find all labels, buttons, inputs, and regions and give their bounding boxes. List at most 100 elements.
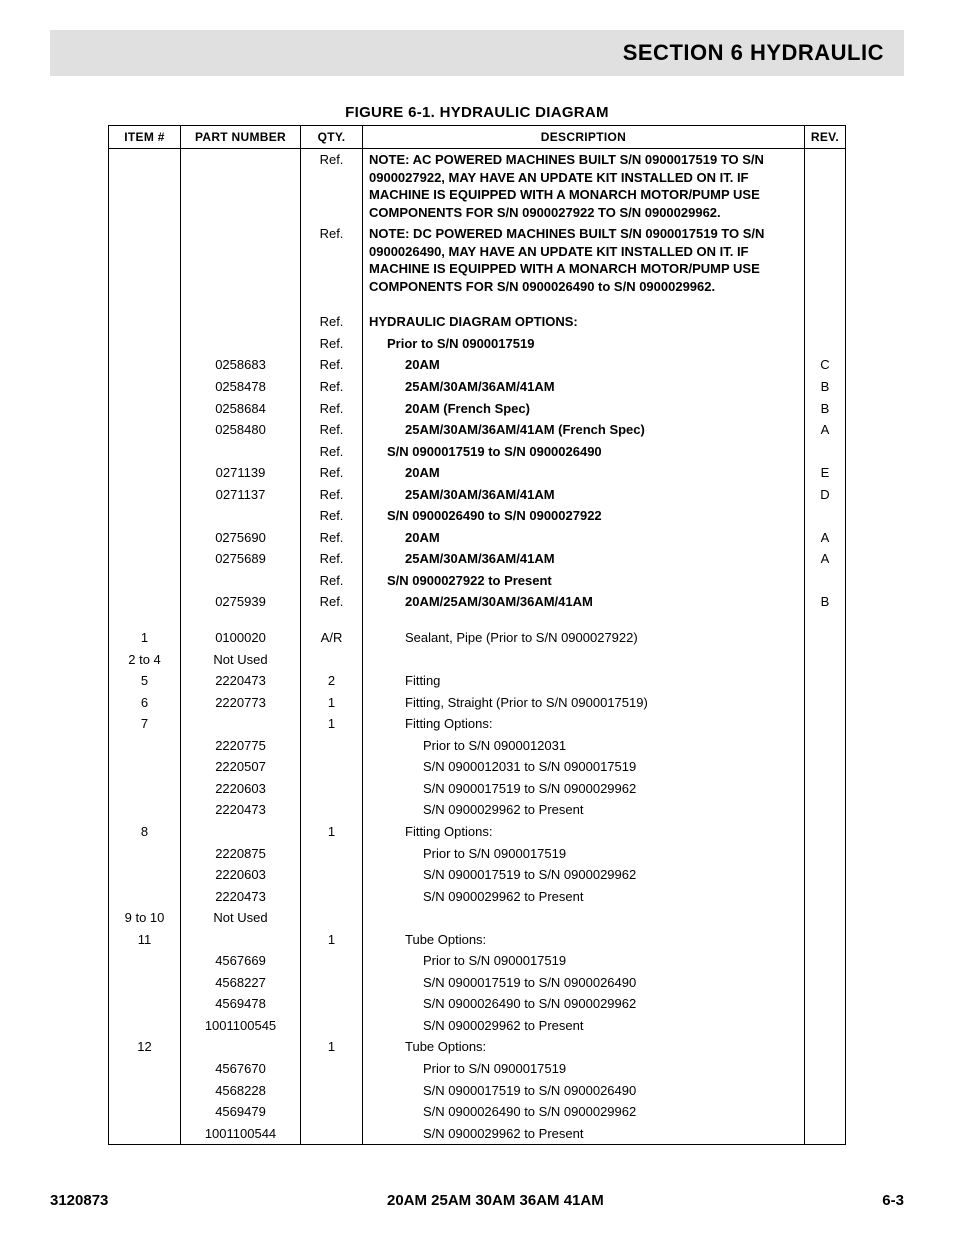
cell: 2220507 bbox=[181, 756, 301, 778]
cell bbox=[109, 398, 181, 420]
cell bbox=[804, 972, 845, 994]
cell bbox=[109, 376, 181, 398]
table-header-row: ITEM # PART NUMBER QTY. DESCRIPTION REV. bbox=[109, 126, 846, 149]
cell bbox=[301, 886, 363, 908]
cell: 2 bbox=[301, 670, 363, 692]
cell bbox=[804, 311, 845, 333]
cell bbox=[109, 354, 181, 376]
cell bbox=[109, 843, 181, 865]
cell bbox=[804, 799, 845, 821]
table-row: 4568228 S/N 0900017519 to S/N 0900026490 bbox=[109, 1080, 846, 1102]
cell: Ref. bbox=[301, 570, 363, 592]
cell: 2220473 bbox=[181, 799, 301, 821]
page-footer: 3120873 20AM 25AM 30AM 36AM 41AM 6-3 bbox=[50, 1192, 904, 1209]
table-row: 0275690Ref.20AMA bbox=[109, 527, 846, 549]
table-row: Ref.S/N 0900027922 to Present bbox=[109, 570, 846, 592]
col-header-desc: DESCRIPTION bbox=[363, 126, 805, 149]
cell bbox=[181, 223, 301, 297]
cell bbox=[804, 570, 845, 592]
cell bbox=[109, 527, 181, 549]
cell bbox=[804, 1080, 845, 1102]
cell bbox=[181, 821, 301, 843]
cell: Ref. bbox=[301, 527, 363, 549]
table-row: Ref.NOTE: AC POWERED MACHINES BUILT S/N … bbox=[109, 149, 846, 224]
cell bbox=[804, 649, 845, 671]
cell: A bbox=[804, 548, 845, 570]
cell bbox=[109, 311, 181, 333]
cell: NOTE: DC POWERED MACHINES BUILT S/N 0900… bbox=[363, 223, 805, 297]
cell: Fitting Options: bbox=[363, 821, 805, 843]
cell: 20AM/25AM/30AM/36AM/41AM bbox=[363, 591, 805, 613]
cell: 0271137 bbox=[181, 484, 301, 506]
table-row: 522204732Fitting bbox=[109, 670, 846, 692]
footer-center: 20AM 25AM 30AM 36AM 41AM bbox=[387, 1192, 604, 1209]
col-header-rev: REV. bbox=[804, 126, 845, 149]
cell: Prior to S/N 0900012031 bbox=[363, 735, 805, 757]
cell bbox=[109, 1123, 181, 1145]
cell bbox=[804, 333, 845, 355]
cell: Ref. bbox=[301, 462, 363, 484]
cell: 2220603 bbox=[181, 864, 301, 886]
cell bbox=[109, 505, 181, 527]
cell: S/N 0900017519 to S/N 0900026490 bbox=[363, 1080, 805, 1102]
cell bbox=[804, 950, 845, 972]
cell: 7 bbox=[109, 713, 181, 735]
table-row: 2220507S/N 0900012031 to S/N 0900017519 bbox=[109, 756, 846, 778]
cell: S/N 0900026490 to S/N 0900029962 bbox=[363, 993, 805, 1015]
cell: S/N 0900026490 to S/N 0900027922 bbox=[363, 505, 805, 527]
cell bbox=[804, 929, 845, 951]
cell bbox=[301, 907, 363, 929]
table-row: 1001100545S/N 0900029962 to Present bbox=[109, 1015, 846, 1037]
cell bbox=[181, 505, 301, 527]
cell: A bbox=[804, 419, 845, 441]
cell bbox=[181, 929, 301, 951]
cell: Prior to S/N 0900017519 bbox=[363, 1058, 805, 1080]
cell bbox=[109, 1101, 181, 1123]
cell: 4569479 bbox=[181, 1101, 301, 1123]
cell bbox=[109, 1058, 181, 1080]
cell: S/N 0900029962 to Present bbox=[363, 886, 805, 908]
cell bbox=[181, 1036, 301, 1058]
cell: 0275689 bbox=[181, 548, 301, 570]
cell: 4567669 bbox=[181, 950, 301, 972]
cell: Not Used bbox=[181, 649, 301, 671]
cell: Ref. bbox=[301, 591, 363, 613]
cell: A bbox=[804, 527, 845, 549]
cell: C bbox=[804, 354, 845, 376]
table-row: 81Fitting Options: bbox=[109, 821, 846, 843]
cell: 1001100544 bbox=[181, 1123, 301, 1145]
cell: 0258478 bbox=[181, 376, 301, 398]
cell: NOTE: AC POWERED MACHINES BUILT S/N 0900… bbox=[363, 149, 805, 224]
cell bbox=[804, 1036, 845, 1058]
cell: 4568228 bbox=[181, 1080, 301, 1102]
cell: B bbox=[804, 398, 845, 420]
cell: Ref. bbox=[301, 223, 363, 297]
cell bbox=[301, 1101, 363, 1123]
cell bbox=[804, 692, 845, 714]
cell: Prior to S/N 0900017519 bbox=[363, 843, 805, 865]
cell bbox=[301, 1015, 363, 1037]
cell bbox=[804, 886, 845, 908]
cell bbox=[301, 778, 363, 800]
cell bbox=[109, 972, 181, 994]
page: SECTION 6 HYDRAULIC FIGURE 6-1. HYDRAULI… bbox=[0, 0, 954, 1235]
cell: 0271139 bbox=[181, 462, 301, 484]
cell bbox=[109, 462, 181, 484]
table-row: 622207731Fitting, Straight (Prior to S/N… bbox=[109, 692, 846, 714]
cell: 0100020 bbox=[181, 627, 301, 649]
cell: Ref. bbox=[301, 548, 363, 570]
cell bbox=[109, 864, 181, 886]
cell bbox=[109, 950, 181, 972]
cell: 2220473 bbox=[181, 670, 301, 692]
cell bbox=[109, 484, 181, 506]
cell: Fitting bbox=[363, 670, 805, 692]
table-row: 2220603S/N 0900017519 to S/N 0900029962 bbox=[109, 864, 846, 886]
cell: S/N 0900029962 to Present bbox=[363, 1123, 805, 1145]
cell: 2 to 4 bbox=[109, 649, 181, 671]
table-row: 121Tube Options: bbox=[109, 1036, 846, 1058]
cell bbox=[109, 735, 181, 757]
table-row: 0258683Ref.20AMC bbox=[109, 354, 846, 376]
cell: 25AM/30AM/36AM/41AM bbox=[363, 376, 805, 398]
cell: B bbox=[804, 376, 845, 398]
cell: 20AM bbox=[363, 354, 805, 376]
